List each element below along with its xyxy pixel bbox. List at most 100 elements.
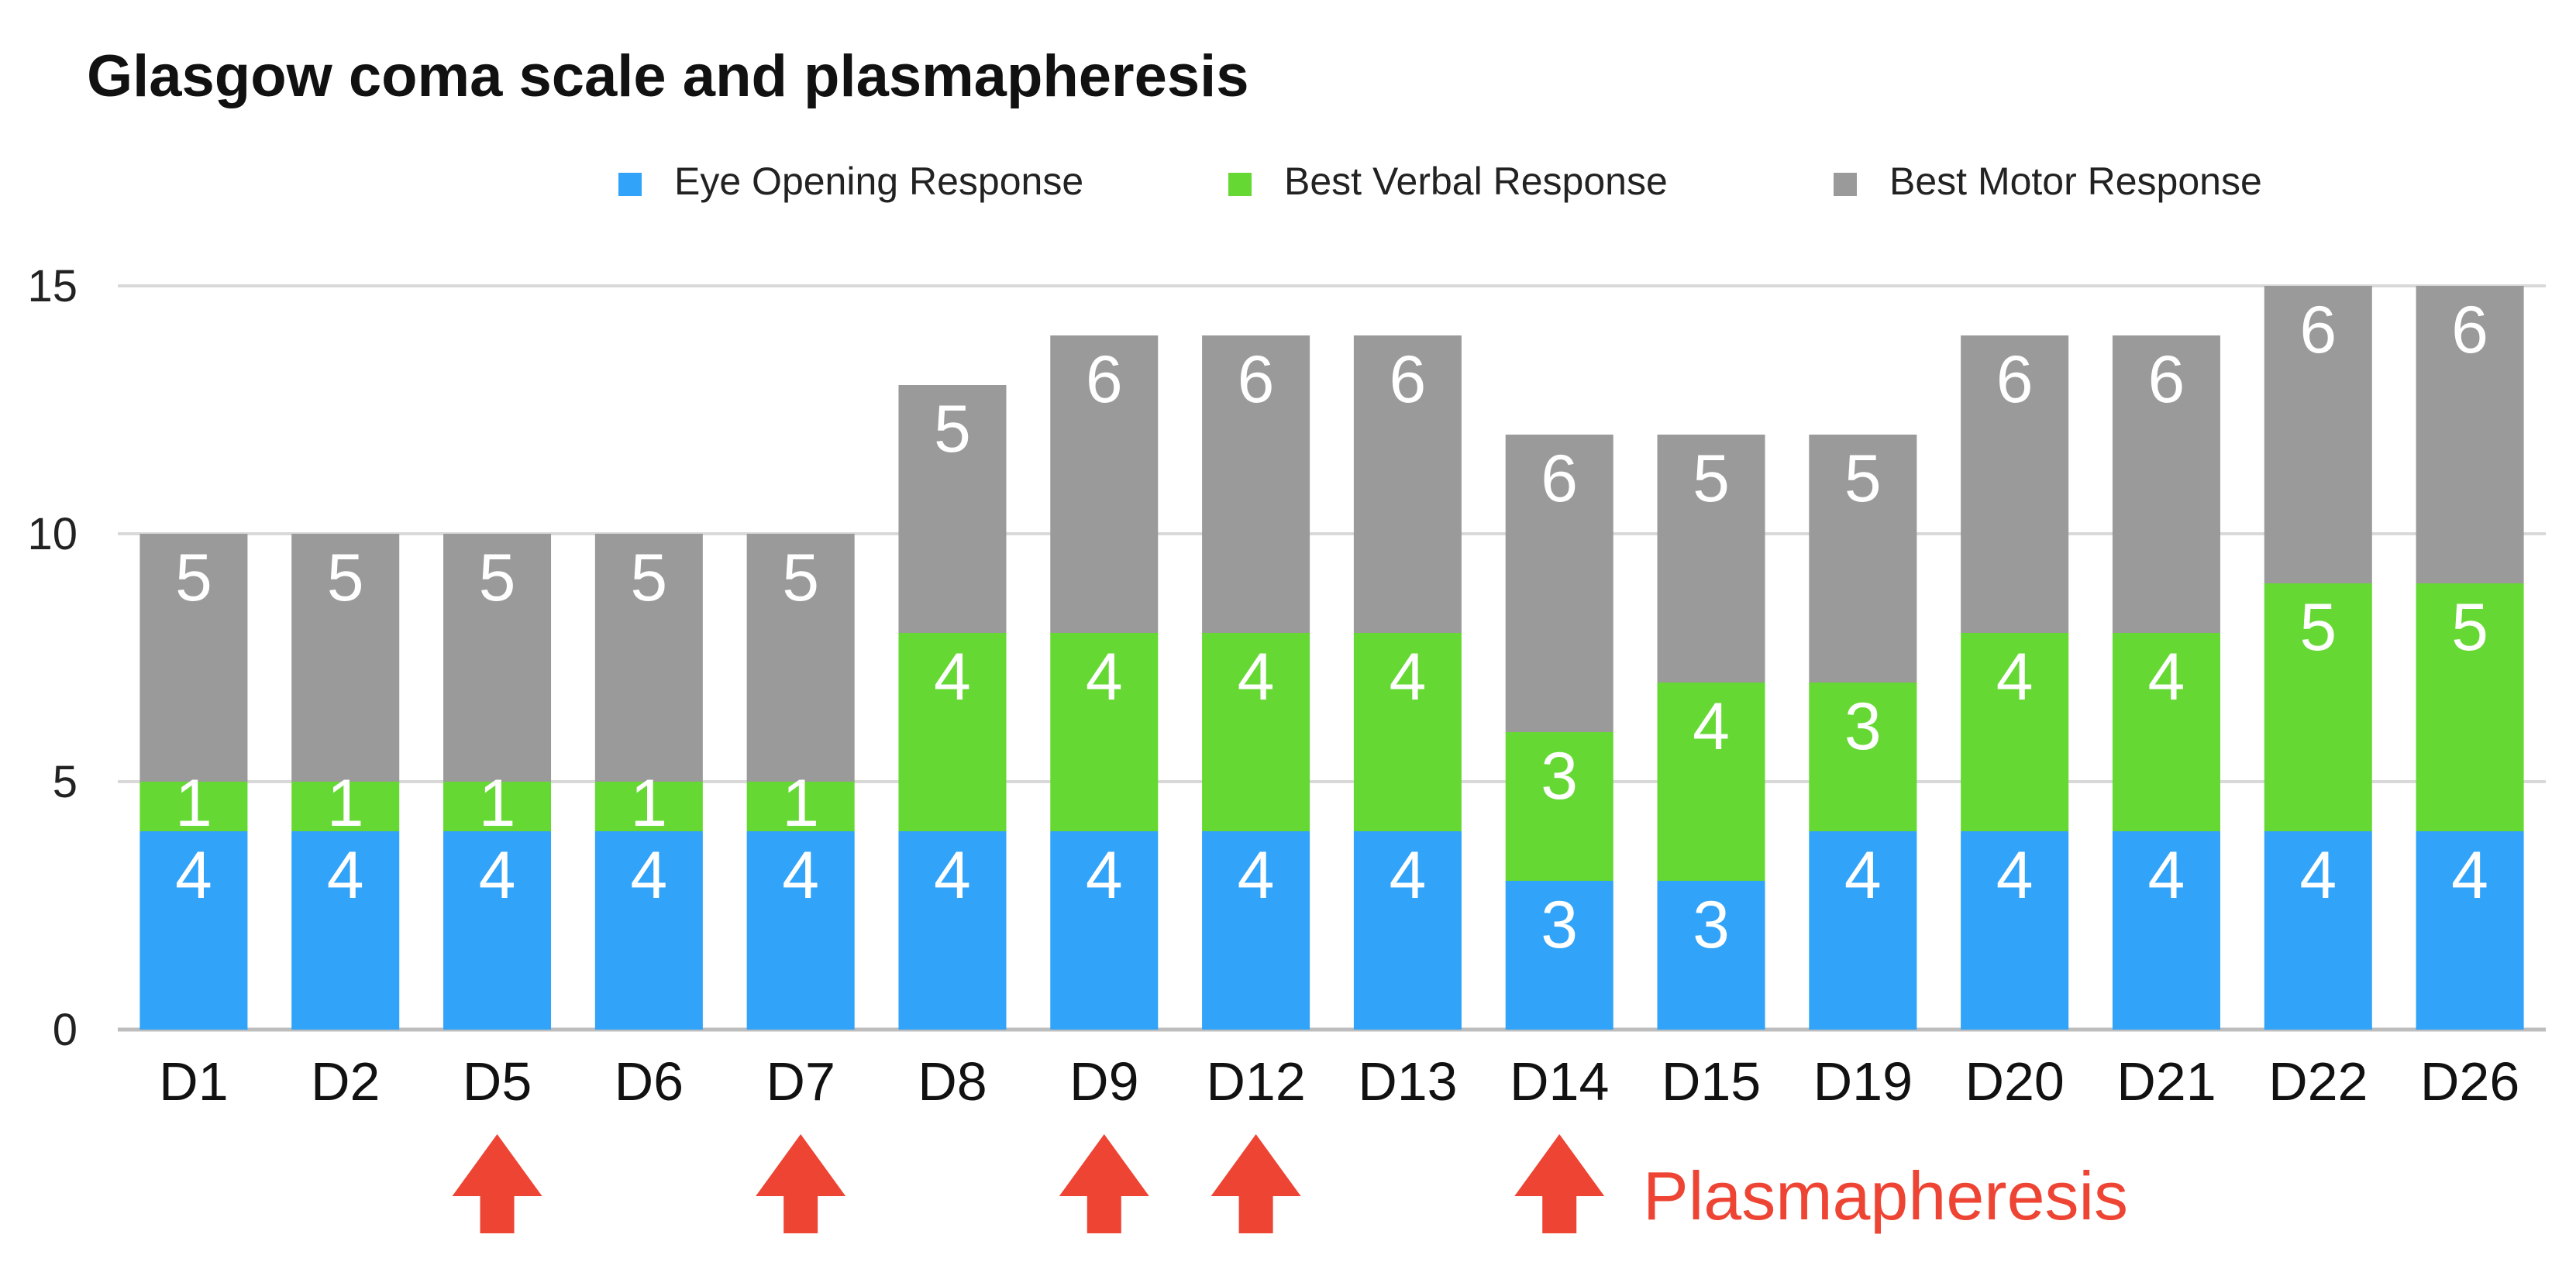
data-label: 6 [1238,342,1275,417]
data-label: 4 [327,838,364,913]
plasmapheresis-annotations: Plasmapheresis [452,1134,2128,1234]
plasmapheresis-arrow-icon [1211,1134,1301,1233]
bar-eye-opening-response [1809,831,1917,1030]
bar-best-motor-response [139,534,248,782]
legend-item-eye-opening-response: Eye Opening Response [618,160,1083,203]
data-label: 6 [1541,442,1578,516]
data-label: 1 [327,766,364,841]
legend-swatch [618,173,642,196]
x-tick-label: D20 [1965,1051,2064,1112]
data-label: 4 [1238,838,1275,913]
plasmapheresis-arrow-icon [452,1134,542,1233]
bar-eye-opening-response [1505,881,1613,1030]
data-label: 3 [1541,739,1578,813]
bar-best-verbal-response [1202,633,1310,831]
bar-best-motor-response [594,534,703,782]
data-label: 4 [1086,838,1123,913]
data-label: 4 [2451,838,2488,913]
x-tick-label: D2 [311,1051,380,1112]
data-label: 6 [1996,342,2034,417]
data-labels: 4154154154154154454464464463363454354464… [175,293,2488,962]
data-label: 4 [1389,838,1426,913]
bar-eye-opening-response [443,831,552,1030]
bar-eye-opening-response [2264,831,2372,1030]
bar-eye-opening-response [2112,831,2220,1030]
data-label: 4 [934,838,971,913]
bar-best-motor-response [1961,335,2069,633]
bar-best-motor-response [291,534,400,782]
data-label: 6 [2451,293,2488,367]
chart-title: Glasgow coma scale and plasmapheresis [87,43,1249,109]
bar-eye-opening-response [1961,831,2069,1030]
bar-eye-opening-response [746,831,855,1030]
legend-label: Eye Opening Response [674,160,1083,203]
bar-best-motor-response [898,385,1007,633]
x-tick-label: D5 [463,1051,532,1112]
data-label: 3 [1541,888,1578,962]
plasmapheresis-arrow-icon [756,1134,846,1233]
data-label: 5 [934,392,971,466]
data-label: 5 [327,541,364,615]
data-label: 5 [1844,442,1882,516]
bar-best-motor-response [1202,335,1310,633]
bar-best-motor-response [443,534,552,782]
bar-eye-opening-response [2416,831,2524,1030]
y-tick-label: 5 [53,757,77,807]
legend: Eye Opening Response Best Verbal Response… [618,160,2262,203]
x-tick-label: D8 [918,1051,987,1112]
bar-best-verbal-response [2112,633,2220,831]
legend-swatch [1228,173,1252,196]
data-label: 4 [782,838,819,913]
data-label: 4 [1996,838,2034,913]
bar-best-verbal-response [1657,683,1765,881]
data-label: 4 [1086,640,1123,714]
data-label: 4 [2148,640,2185,714]
x-tick-label: D15 [1662,1051,1761,1112]
bar-eye-opening-response [1353,831,1462,1030]
legend-label: Best Verbal Response [1284,160,1668,203]
bar-eye-opening-response [594,831,703,1030]
data-label: 1 [630,766,667,841]
x-tick-label: D9 [1069,1051,1138,1112]
bar-eye-opening-response [1050,831,1159,1030]
legend-label: Best Motor Response [1889,160,2262,203]
data-label: 1 [782,766,819,841]
bar-eye-opening-response [139,831,248,1030]
plasmapheresis-label: Plasmapheresis [1643,1157,2128,1234]
data-label: 4 [1238,640,1275,714]
data-label: 1 [175,766,212,841]
legend-item-best-verbal-response: Best Verbal Response [1228,160,1668,203]
x-tick-label: D13 [1358,1051,1457,1112]
bar-eye-opening-response [1202,831,1310,1030]
data-label: 4 [1693,689,1730,764]
bar-best-motor-response [1353,335,1462,633]
bar-best-motor-response [746,534,855,782]
data-label: 5 [782,541,819,615]
plasmapheresis-arrow-icon [1059,1134,1149,1233]
x-tick-label: D1 [159,1051,228,1112]
data-label: 6 [2299,293,2337,367]
data-label: 4 [479,838,516,913]
x-tick-label: D21 [2116,1051,2216,1112]
bar-best-verbal-response [139,782,248,831]
data-label: 4 [934,640,971,714]
data-label: 4 [2148,838,2185,913]
x-tick-label: D26 [2420,1051,2519,1112]
legend-swatch [1834,173,1857,196]
data-label: 5 [2451,590,2488,665]
x-tick-label: D14 [1510,1051,1609,1112]
bar-best-verbal-response [1809,683,1917,831]
data-label: 4 [1389,640,1426,714]
data-label: 1 [479,766,516,841]
bar-best-motor-response [1657,435,1765,683]
bars [139,286,2524,1030]
bar-best-verbal-response [291,782,400,831]
data-label: 4 [630,838,667,913]
bar-eye-opening-response [291,831,400,1030]
data-label: 3 [1693,888,1730,962]
data-label: 4 [1844,838,1882,913]
y-tick-label: 0 [53,1005,77,1055]
data-label: 5 [1693,442,1730,516]
